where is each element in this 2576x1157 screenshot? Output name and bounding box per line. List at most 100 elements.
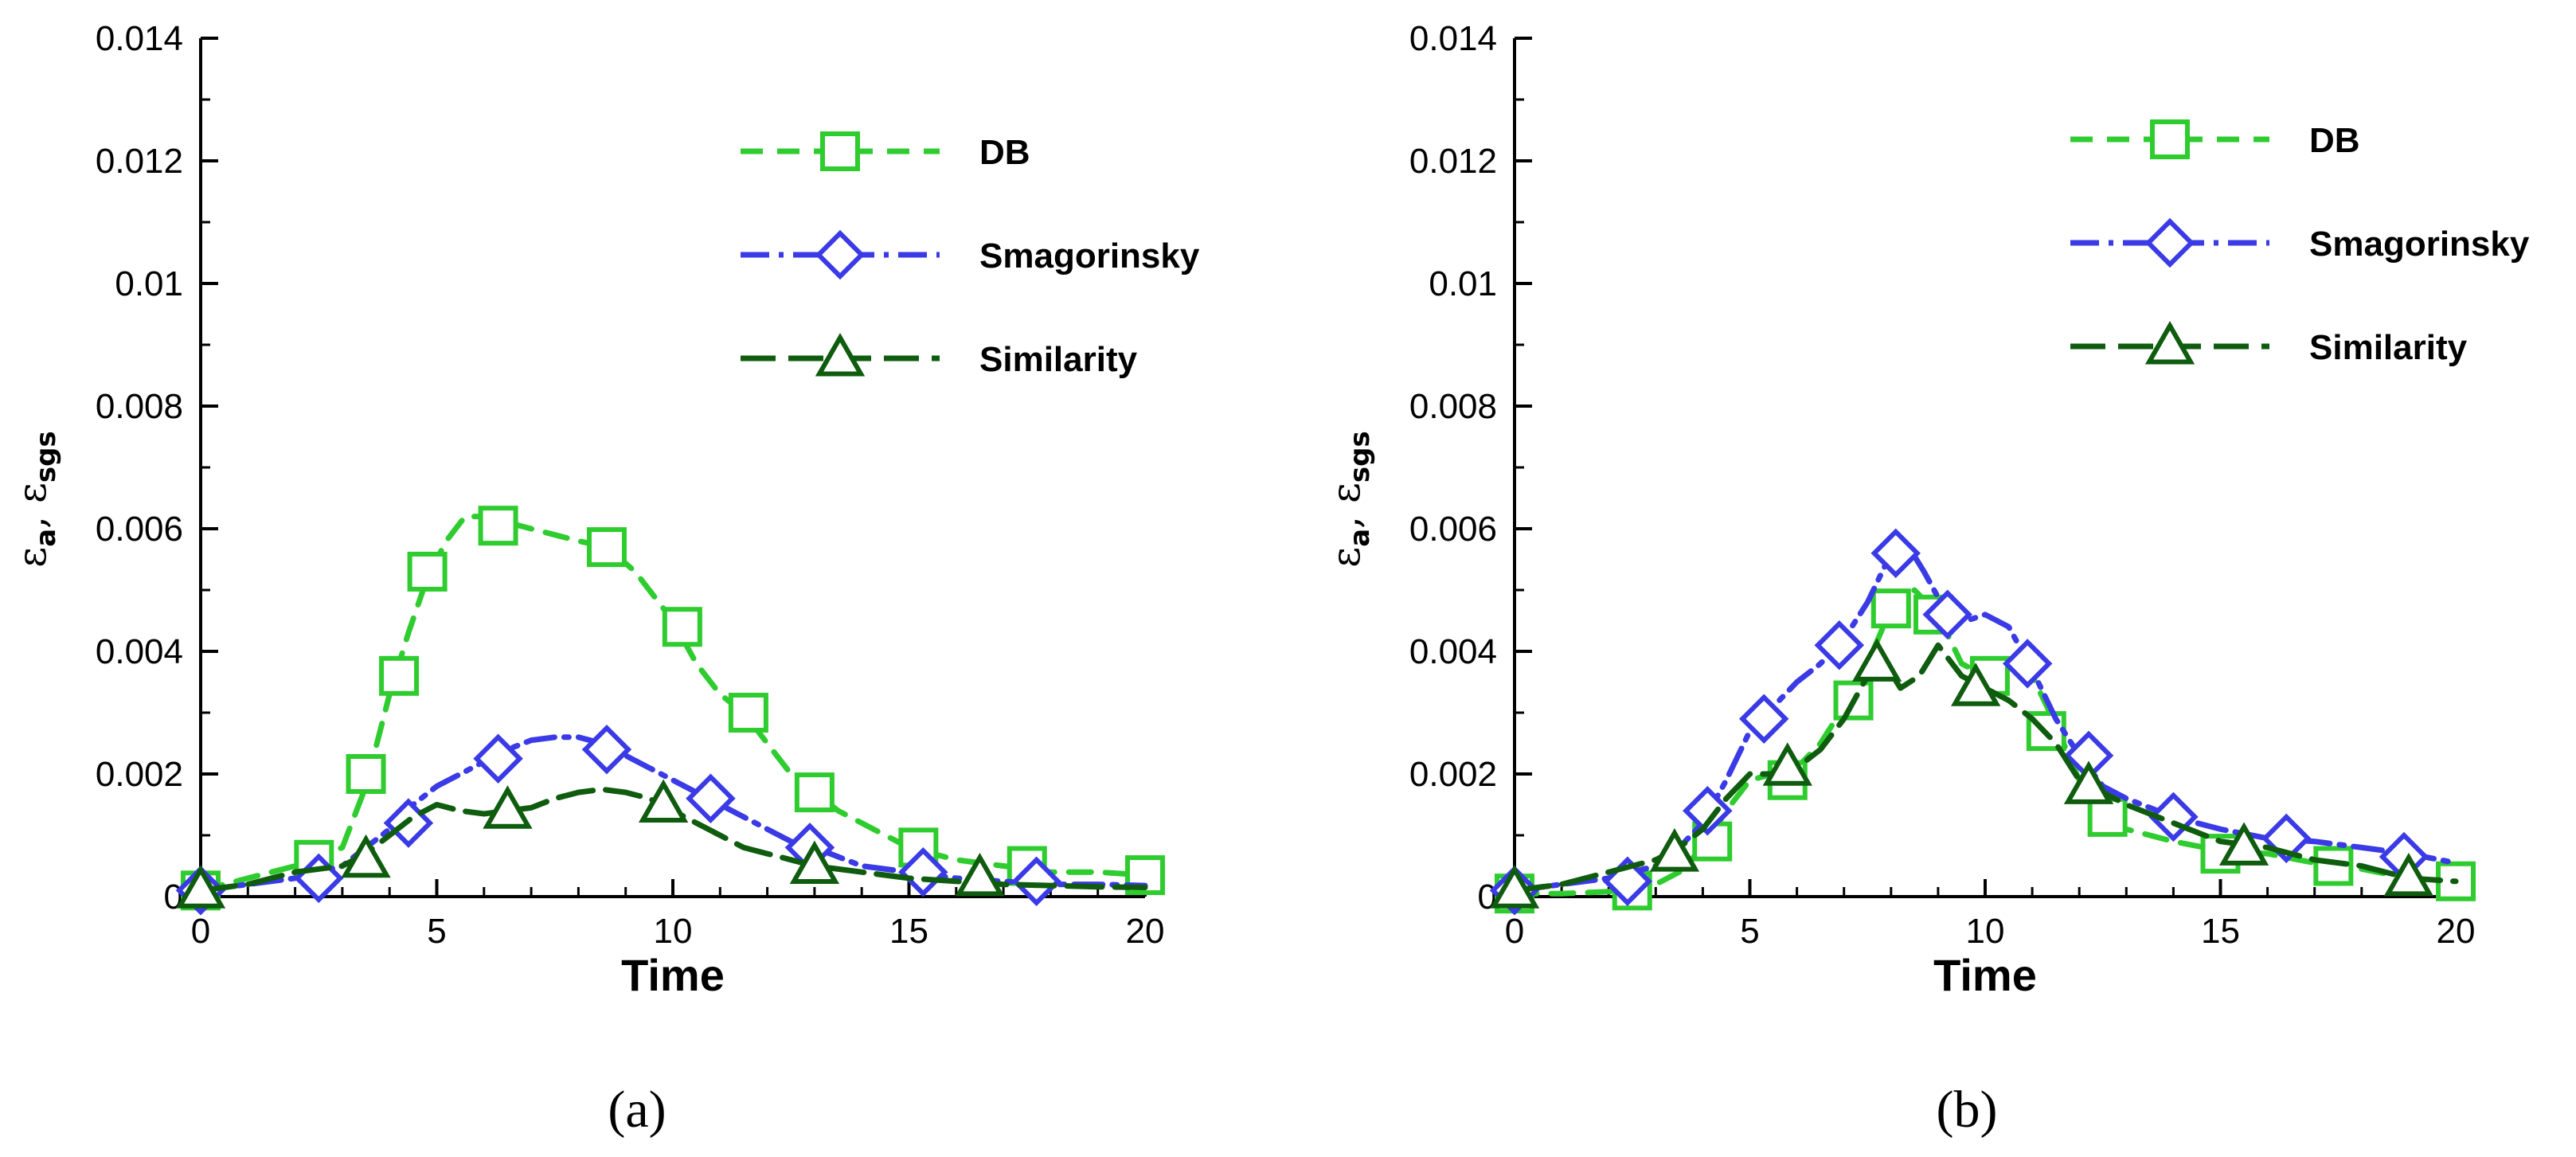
y-axis-symbol: ε: [1323, 547, 1369, 568]
y-tick-label: 0.004: [96, 632, 183, 671]
data-point: [175, 865, 226, 909]
y-tick-label: 0.01: [115, 264, 183, 303]
data-point: [898, 846, 948, 897]
data-point: [728, 693, 768, 733]
legend-label: Smagorinsky: [2309, 225, 2530, 264]
y-tick-label: 0.006: [1409, 510, 1497, 549]
data-point: [2383, 852, 2434, 897]
x-tick-label: 15: [889, 912, 928, 951]
x-tick-label: 5: [427, 912, 446, 951]
data-point: [1851, 638, 1902, 682]
y-tick-label: 0.014: [1409, 19, 1497, 58]
data-point: [1762, 742, 1812, 786]
data-point: [1951, 663, 2001, 706]
data-point: [955, 852, 1005, 897]
data-point: [1870, 528, 1921, 579]
y-axis-sub-sgs: sgs: [1344, 431, 1376, 483]
x-tick-label: 20: [2437, 912, 2476, 951]
data-point: [341, 834, 391, 878]
data-point: [1649, 828, 1700, 872]
legend-label: Similarity: [979, 340, 1138, 379]
data-point: [2002, 639, 2053, 689]
legend-label: Similarity: [2309, 328, 2468, 367]
legend-label: DB: [2309, 121, 2360, 160]
y-axis-sub-a: a: [1344, 529, 1376, 547]
data-point: [2218, 822, 2269, 866]
panel-caption: (b): [1937, 1081, 1998, 1139]
data-point: [1814, 620, 1865, 670]
panel-caption: (a): [608, 1081, 666, 1139]
y-axis-title: εa, εsgs: [1323, 431, 1376, 567]
y-axis-separator: ,: [9, 503, 55, 529]
x-tick-label: 0: [191, 912, 210, 951]
panel-a: 0 0.002 0.004 0.006 0.008 0.01 0.012 0.014 0 5 10 1…: [9, 19, 1200, 1139]
series-similarity: [1489, 638, 2459, 909]
panel-b: 0 0.002 0.004 0.006 0.008 0.01 0.012 0.014 0 5 10 1…: [1323, 19, 2530, 1139]
legend-marker: [2150, 119, 2190, 159]
data-point: [1011, 856, 1061, 906]
legend-item: Similarity: [2070, 320, 2468, 367]
data-point: [1489, 865, 1540, 909]
y-tick-label: 0.012: [1409, 142, 1497, 181]
legend-marker: [820, 131, 860, 171]
series-line: [1511, 642, 2459, 893]
legend-marker: [2144, 320, 2195, 365]
legend-item: Smagorinsky: [2070, 217, 2530, 268]
series-line: [1511, 537, 2459, 893]
series-db: [181, 506, 1165, 911]
x-axis-title: Time: [1933, 950, 2037, 1000]
data-point: [407, 551, 448, 592]
data-point: [789, 840, 840, 884]
legend-label: Smagorinsky: [979, 236, 1200, 276]
legend-marker: [815, 332, 866, 377]
data-point: [581, 724, 632, 775]
y-axis-sub-a: a: [30, 529, 62, 547]
y-tick-label: 0.008: [96, 387, 183, 426]
y-tick-label: 0.004: [1409, 632, 1497, 671]
data-point: [379, 655, 420, 696]
y-tick-label: 0.012: [96, 142, 183, 181]
y-axis-symbol: ε: [9, 547, 55, 568]
data-point: [794, 772, 835, 813]
x-axis-title: Time: [621, 950, 725, 1000]
x-tick-label: 10: [654, 912, 693, 951]
series-line: [197, 786, 1148, 893]
y-tick-label: 0.006: [96, 510, 183, 549]
series-smagorinsky: [1489, 528, 2459, 916]
y-tick-label: 0: [1478, 878, 1497, 917]
y-axis-title: εa, εsgs: [9, 431, 62, 567]
legend-item: Similarity: [741, 332, 1138, 379]
legend-item: Smagorinsky: [741, 229, 1200, 280]
data-point: [2087, 796, 2128, 837]
y-tick-label: 0.002: [96, 755, 183, 794]
legend-marker: [2144, 217, 2195, 268]
data-point: [483, 785, 533, 829]
data-point: [662, 607, 702, 647]
legend-item: DB: [741, 131, 1030, 172]
data-point: [1683, 785, 1733, 836]
data-point: [346, 754, 386, 794]
x-tick-label: 20: [1126, 912, 1165, 951]
legend-item: DB: [2070, 119, 2360, 160]
y-tick-label: 0.014: [96, 19, 183, 58]
data-point: [473, 733, 523, 784]
data-point: [638, 779, 689, 823]
data-point: [586, 527, 627, 568]
x-tick-label: 5: [1740, 912, 1759, 951]
x-tick-label: 0: [1505, 912, 1524, 951]
series-similarity: [175, 779, 1148, 909]
data-point: [1870, 588, 1911, 629]
data-point: [2313, 846, 2354, 886]
data-point: [686, 773, 736, 824]
data-point: [2063, 760, 2114, 804]
y-tick-label: 0: [164, 878, 183, 917]
x-tick-label: 15: [2201, 912, 2240, 951]
y-tick-label: 0.01: [1429, 264, 1497, 303]
series-line: [197, 514, 1148, 893]
y-tick-label: 0.002: [1409, 755, 1497, 794]
y-axis-symbol: ε: [9, 483, 55, 503]
y-tick-label: 0.008: [1409, 387, 1497, 426]
data-point: [1738, 694, 1789, 744]
y-axis-sub-sgs: sgs: [30, 431, 62, 483]
